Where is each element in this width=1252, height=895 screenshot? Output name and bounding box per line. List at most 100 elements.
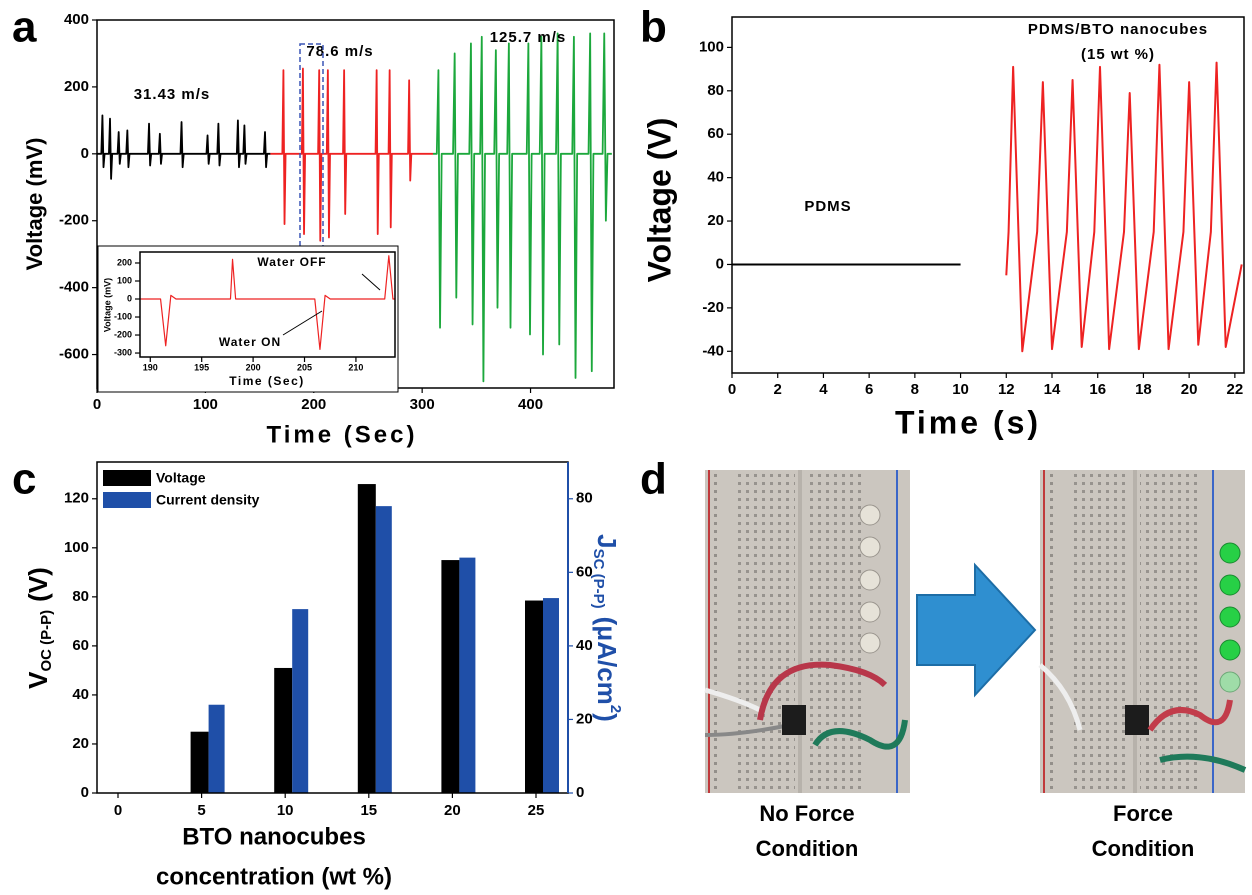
panel-label: a bbox=[12, 3, 37, 52]
data-line bbox=[1005, 61, 1243, 353]
x-tick-label: 0 bbox=[93, 396, 101, 413]
panel-a-inset: -300 -200 -100 0 100 200 190 195 200 205 210 Voltag… bbox=[97, 245, 399, 393]
plot-frame bbox=[139, 251, 396, 358]
y-tick-label: 200 bbox=[117, 257, 132, 267]
bar bbox=[274, 667, 293, 793]
x-axis-title: BTO nanocubes bbox=[182, 823, 366, 850]
y-tick-label: -600 bbox=[59, 346, 89, 363]
y-axis-title-part: OC (P-P) bbox=[38, 610, 55, 672]
y2-axis-title-part: J bbox=[592, 534, 622, 548]
x-tick-label: 300 bbox=[410, 396, 435, 413]
y-tick-label: -300 bbox=[114, 347, 132, 357]
y2-tick-label: 60 bbox=[576, 563, 593, 580]
y-tick-label: 40 bbox=[72, 686, 89, 703]
bar bbox=[459, 557, 476, 793]
x-tick-label: 4 bbox=[819, 381, 828, 398]
x-tick-label: 20 bbox=[1181, 381, 1198, 398]
y-axis-title-part: V bbox=[23, 671, 53, 689]
photo-caption: No Force bbox=[759, 801, 854, 826]
y-tick-label: 0 bbox=[716, 255, 724, 272]
x-tick-label: 100 bbox=[193, 396, 218, 413]
legend-label: Current density bbox=[156, 492, 260, 508]
pointer bbox=[282, 310, 323, 336]
y2-axis-title-part: 2 bbox=[607, 705, 624, 713]
y2-axis-title-part: (μA/cm bbox=[592, 617, 622, 705]
annotation: Water OFF bbox=[257, 255, 326, 269]
y-tick-label: -40 bbox=[702, 342, 724, 359]
x-tick-label: 6 bbox=[865, 381, 873, 398]
x-axis-title: Time (s) bbox=[895, 404, 1041, 440]
panel-label: d bbox=[640, 455, 667, 504]
bar bbox=[543, 598, 559, 793]
x-axis-title: Time (Sec) bbox=[267, 421, 418, 448]
annotation: Water ON bbox=[219, 335, 281, 349]
x-tick-label: 2 bbox=[774, 381, 782, 398]
legend-swatch bbox=[103, 492, 151, 508]
photo-force bbox=[1038, 470, 1247, 793]
x-tick-label: 400 bbox=[518, 396, 543, 413]
y2-axis-title-part: ) bbox=[592, 713, 622, 722]
x-axis-title: concentration (wt %) bbox=[156, 863, 392, 890]
plot-frame bbox=[731, 16, 1245, 374]
y-tick-label: 80 bbox=[707, 82, 724, 99]
y-tick-label: 20 bbox=[72, 735, 89, 752]
x-tick-label: 20 bbox=[444, 802, 461, 819]
panel-a: a -600 -400 -200 0 200 400 0 100 200 300 400 Voltage… bbox=[12, 3, 615, 448]
y-tick-label: 60 bbox=[707, 125, 724, 142]
annotation: 78.6 m/s bbox=[306, 43, 373, 60]
y-axis-title: Voltage (mV) bbox=[22, 138, 47, 271]
data-line bbox=[97, 114, 271, 180]
y-tick-label: 20 bbox=[707, 212, 724, 229]
x-tick-label: 200 bbox=[301, 396, 326, 413]
y-tick-label: -200 bbox=[59, 212, 89, 229]
annotation: 31.43 m/s bbox=[134, 86, 211, 103]
y-axis-title: Voltage (mV) bbox=[102, 278, 112, 332]
panel-d: d No Force Condition Force Condition bbox=[640, 455, 1247, 861]
x-tick-label: 195 bbox=[194, 362, 209, 372]
photo-caption: Condition bbox=[1092, 836, 1195, 861]
y-tick-label: 0 bbox=[81, 784, 89, 801]
y-tick-label: 100 bbox=[699, 38, 724, 55]
bar bbox=[375, 506, 392, 793]
inset-arrows bbox=[282, 273, 381, 336]
x-tick-label: 12 bbox=[998, 381, 1015, 398]
legend-label: Voltage bbox=[156, 470, 206, 486]
y2-tick-label: 40 bbox=[576, 637, 593, 654]
y-tick-label: 200 bbox=[64, 78, 89, 95]
panel-c: c 0 20 40 60 80 100 120 0 20 40 60 80 0 5 10 15 20 25 Volta… bbox=[12, 455, 624, 891]
y-axis-title: VOC (P-P) (V) bbox=[23, 567, 55, 689]
panel-label: c bbox=[12, 455, 36, 504]
y-tick-label: 0 bbox=[127, 293, 132, 303]
annotation: (15 wt %) bbox=[1081, 46, 1155, 63]
x-tick-label: 210 bbox=[348, 362, 363, 372]
x-tick-label: 22 bbox=[1227, 381, 1244, 398]
photo-no-force bbox=[704, 470, 910, 793]
x-tick-label: 15 bbox=[360, 802, 377, 819]
y-tick-label: 400 bbox=[64, 11, 89, 28]
y-tick-label: 100 bbox=[117, 275, 132, 285]
data-line bbox=[140, 255, 395, 351]
annotation: PDMS bbox=[804, 198, 851, 215]
annotation: 125.7 m/s bbox=[490, 29, 567, 46]
y-tick-label: -20 bbox=[702, 299, 724, 316]
y-tick-label: 60 bbox=[72, 637, 89, 654]
y-tick-label: -100 bbox=[114, 311, 132, 321]
x-tick-label: 190 bbox=[143, 362, 158, 372]
y-tick-label: 0 bbox=[81, 145, 89, 162]
annotation: PDMS/BTO nanocubes bbox=[1028, 21, 1208, 38]
x-tick-label: 5 bbox=[197, 802, 205, 819]
data-line bbox=[270, 67, 433, 242]
x-tick-label: 16 bbox=[1089, 381, 1106, 398]
bar bbox=[190, 731, 209, 793]
panel-b: b -40 -20 0 20 40 60 80 100 0 2 4 6 8 10 12 14 16 18 20 22 Vo… bbox=[640, 3, 1245, 440]
y-tick-label: 120 bbox=[64, 490, 89, 507]
y-axis-title-part: (V) bbox=[23, 567, 53, 602]
y2-tick-label: 20 bbox=[576, 710, 593, 727]
panel-label: b bbox=[640, 3, 667, 52]
bar bbox=[441, 560, 460, 793]
y2-tick-label: 0 bbox=[576, 784, 584, 801]
photo-caption: Condition bbox=[756, 836, 859, 861]
y2-tick-label: 80 bbox=[576, 490, 593, 507]
legend-swatch bbox=[103, 470, 151, 486]
